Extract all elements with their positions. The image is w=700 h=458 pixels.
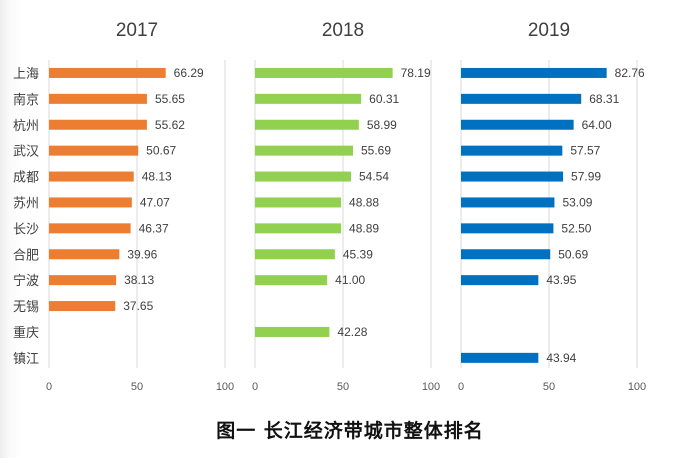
x-tick-2018-50: 50 — [337, 381, 349, 393]
x-tick-2019-100: 100 — [628, 381, 646, 393]
bar-2018-长沙 — [255, 223, 342, 234]
value-label-2019-宁波: 43.95 — [546, 273, 576, 287]
bar-2019-镇江 — [461, 352, 539, 363]
x-tick-2018-0: 0 — [252, 381, 258, 393]
bar-2019-合肥 — [461, 249, 551, 260]
bar-2018-成都 — [255, 171, 351, 182]
bar-2018-武汉 — [255, 145, 354, 156]
panel-title-2017: 2017 — [116, 20, 158, 41]
category-label-5: 成都 — [13, 171, 39, 186]
value-label-2018-南京: 60.31 — [369, 92, 399, 106]
value-label-2019-长沙: 52.50 — [561, 221, 591, 235]
bar-2017-武汉 — [49, 145, 139, 156]
bar-2017-上海 — [49, 67, 166, 78]
value-label-2017-无锡: 37.65 — [123, 299, 153, 313]
figure-caption: 图一 长江经济带城市整体排名 — [216, 420, 484, 442]
bar-2017-长沙 — [49, 223, 131, 234]
category-label-4: 武汉 — [13, 145, 39, 160]
x-tick-2017-0: 0 — [46, 381, 52, 393]
value-label-2018-杭州: 58.99 — [367, 118, 397, 132]
value-label-2019-上海: 82.76 — [615, 66, 645, 80]
bar-2017-合肥 — [49, 249, 120, 260]
value-label-2018-武汉: 55.69 — [361, 144, 391, 158]
category-label-10: 无锡 — [13, 300, 39, 315]
value-label-2017-成都: 48.13 — [142, 170, 172, 184]
bar-2017-成都 — [49, 171, 134, 182]
bar-2019-武汉 — [461, 145, 563, 156]
category-label-1: 上海 — [13, 67, 39, 82]
value-label-2017-宁波: 38.13 — [124, 273, 154, 287]
value-label-2019-合肥: 50.69 — [558, 247, 588, 261]
bar-2018-重庆 — [255, 326, 330, 337]
bar-2017-无锡 — [49, 301, 116, 312]
x-tick-2018-100: 100 — [422, 381, 440, 393]
bar-2019-成都 — [461, 171, 564, 182]
bar-2017-苏州 — [49, 197, 132, 208]
bar-2019-宁波 — [461, 275, 539, 286]
value-label-2017-合肥: 39.96 — [127, 247, 157, 261]
category-label-9: 宁波 — [13, 273, 39, 289]
panel-title-2019: 2019 — [528, 20, 570, 41]
value-label-2019-成都: 57.99 — [571, 170, 601, 184]
value-label-2017-长沙: 46.37 — [139, 221, 169, 235]
x-tick-2017-100: 100 — [216, 381, 234, 393]
value-label-2017-上海: 66.29 — [174, 66, 204, 80]
bar-2018-合肥 — [255, 249, 335, 260]
x-tick-2019-0: 0 — [458, 381, 464, 393]
bar-2019-苏州 — [461, 197, 555, 208]
value-label-2018-宁波: 41.00 — [335, 273, 365, 287]
value-label-2017-南京: 55.65 — [155, 92, 185, 106]
value-label-2018-上海: 78.19 — [401, 66, 431, 80]
category-label-11: 重庆 — [13, 325, 39, 341]
category-label-2: 南京 — [13, 92, 39, 108]
bar-2019-杭州 — [461, 119, 574, 130]
panel-title-2018: 2018 — [322, 20, 364, 41]
bar-2017-杭州 — [49, 119, 147, 130]
category-label-12: 镇江 — [13, 352, 39, 367]
category-label-6: 苏州 — [13, 195, 39, 211]
bar-2018-杭州 — [255, 119, 359, 130]
value-label-2017-杭州: 55.62 — [155, 118, 185, 132]
value-label-2017-苏州: 47.07 — [140, 195, 170, 209]
value-label-2018-合肥: 45.39 — [343, 247, 373, 261]
bar-2017-宁波 — [49, 275, 117, 286]
bar-2018-南京 — [255, 93, 362, 104]
bar-2018-上海 — [255, 67, 393, 78]
value-label-2018-苏州: 48.88 — [349, 195, 379, 209]
bar-2018-苏州 — [255, 197, 342, 208]
value-label-2018-长沙: 48.89 — [349, 221, 379, 235]
x-tick-2017-50: 50 — [131, 381, 143, 393]
bar-2017-南京 — [49, 93, 147, 104]
value-label-2018-重庆: 42.28 — [337, 325, 367, 339]
value-label-2017-武汉: 50.67 — [146, 144, 176, 158]
category-label-8: 合肥 — [13, 248, 39, 263]
x-tick-2019-50: 50 — [543, 381, 555, 393]
bar-2019-南京 — [461, 93, 582, 104]
value-label-2019-南京: 68.31 — [589, 92, 619, 106]
value-label-2018-成都: 54.54 — [359, 170, 389, 184]
category-label-3: 杭州 — [13, 119, 39, 134]
bar-2018-宁波 — [255, 275, 328, 286]
value-label-2019-苏州: 53.09 — [562, 195, 592, 209]
value-label-2019-镇江: 43.94 — [546, 351, 576, 365]
bar-2019-长沙 — [461, 223, 554, 234]
value-label-2019-杭州: 64.00 — [582, 118, 612, 132]
category-label-7: 长沙 — [13, 222, 39, 237]
value-label-2019-武汉: 57.57 — [570, 144, 600, 158]
bar-2019-上海 — [461, 67, 607, 78]
